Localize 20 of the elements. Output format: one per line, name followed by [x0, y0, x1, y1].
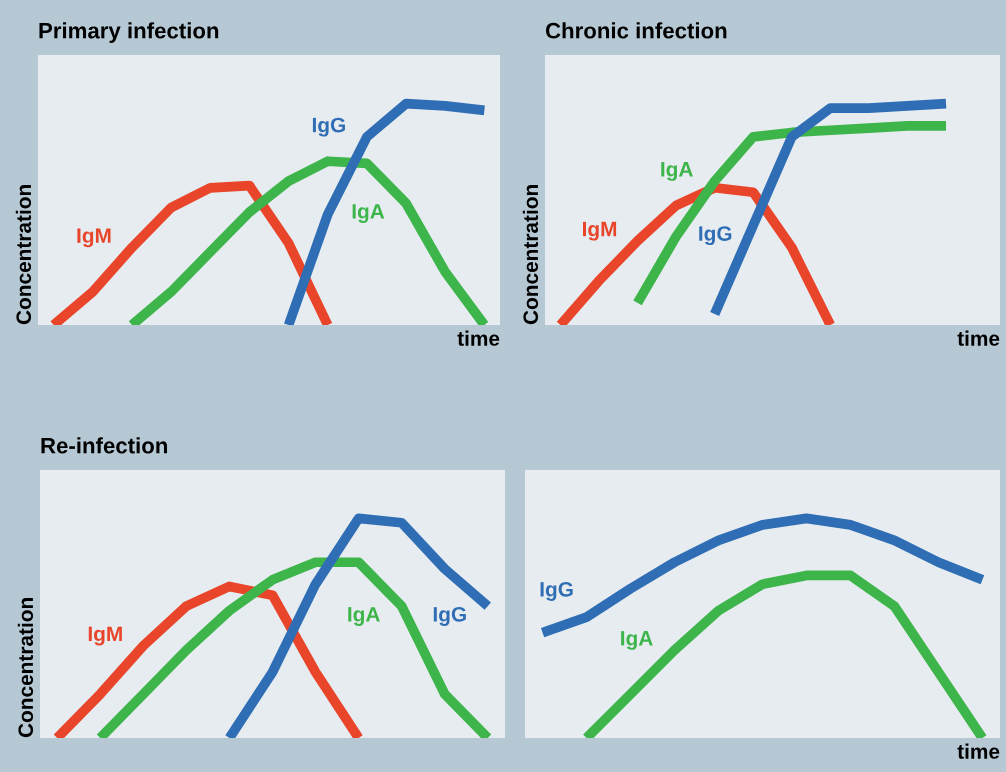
series-label: IgA: [621, 631, 653, 650]
y-axis-title: Concentration: [15, 185, 32, 325]
chart-title: Chronic infection: [545, 22, 727, 39]
x-axis-title: time: [957, 330, 1000, 346]
series-label: IgA: [352, 204, 385, 223]
x-axis-title: time: [457, 330, 500, 346]
series-label: IgA: [348, 607, 380, 626]
series-label: IgM: [77, 228, 111, 248]
chart-title: Re-infection: [41, 437, 168, 454]
chart-title: Primary infection: [39, 22, 219, 43]
series-label: IgG: [699, 226, 732, 246]
y-axis-title: Concentration: [17, 598, 34, 738]
series-label: IgG: [312, 117, 345, 137]
series-label: IgG: [540, 581, 573, 601]
series-label: IgM: [583, 221, 617, 241]
y-axis-title: Concentration: [522, 185, 539, 325]
x-axis-title: time: [957, 743, 1000, 759]
series-label: IgA: [661, 162, 693, 181]
series-label: IgM: [88, 626, 122, 646]
series-label: IgG: [433, 606, 466, 626]
